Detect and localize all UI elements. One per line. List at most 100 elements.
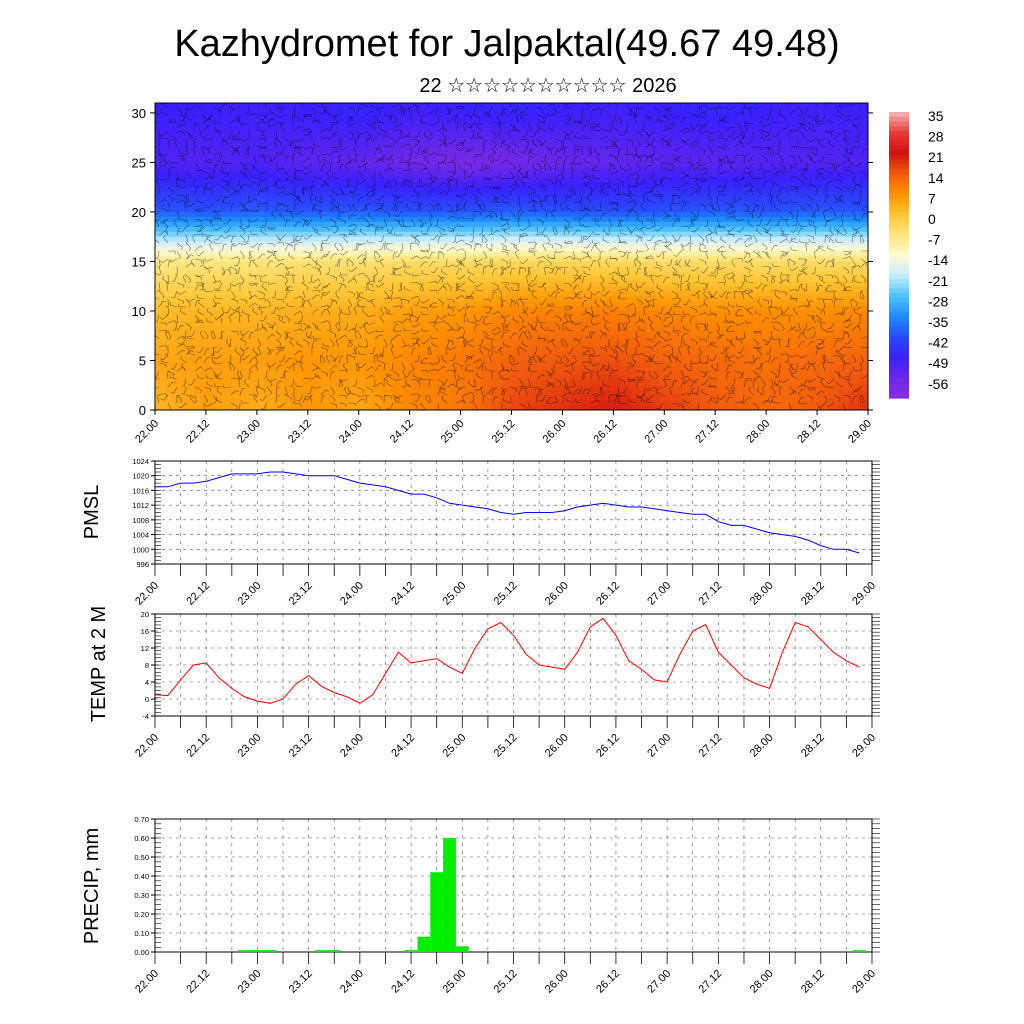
heatmap-cell: [799, 103, 810, 109]
heatmap-cell: [680, 177, 691, 183]
heatmap-cell: [680, 306, 691, 312]
heatmap-cell: [264, 177, 275, 183]
heatmap-cell: [264, 316, 275, 322]
heatmap-cell: [848, 336, 859, 342]
heatmap-cell: [333, 321, 344, 327]
heatmap-cell: [195, 217, 206, 223]
heatmap-cell: [294, 192, 305, 198]
heatmap-cell: [363, 143, 374, 149]
heatmap-cell: [739, 172, 750, 178]
heatmap-cell: [809, 103, 820, 109]
heatmap-cell: [264, 232, 275, 238]
heatmap-cell: [234, 222, 245, 228]
heatmap-cell: [799, 177, 810, 183]
heatmap-cell: [749, 306, 760, 312]
heatmap-cell: [254, 380, 265, 386]
heatmap-cell: [234, 296, 245, 302]
heatmap-cell: [363, 400, 374, 406]
heatmap-cell: [571, 222, 582, 228]
heatmap-cell: [700, 365, 711, 371]
heatmap-cell: [155, 370, 166, 376]
heatmap-cell: [195, 311, 206, 317]
heatmap-cell: [650, 128, 661, 134]
heatmap-cell: [333, 167, 344, 173]
heatmap-cell: [323, 133, 334, 139]
heatmap-cell: [858, 321, 869, 327]
heatmap-cell: [205, 123, 216, 129]
heatmap-cell: [789, 346, 800, 352]
heatmap-cell: [769, 365, 780, 371]
heatmap-cell: [244, 177, 255, 183]
heatmap-cell: [363, 356, 374, 362]
heatmap-cell: [531, 172, 542, 178]
heatmap-cell: [195, 177, 206, 183]
heatmap-cell: [660, 346, 671, 352]
heatmap-cell: [412, 157, 423, 163]
heatmap-cell: [581, 336, 592, 342]
heatmap-cell: [769, 257, 780, 263]
heatmap-cell: [195, 242, 206, 248]
heatmap-cell: [383, 232, 394, 238]
heatmap-cell: [809, 301, 820, 307]
heatmap-cell: [313, 296, 324, 302]
heatmap-cell: [759, 306, 770, 312]
heatmap-cell: [601, 207, 612, 213]
heatmap-cell: [224, 187, 235, 193]
heatmap-cell: [383, 197, 394, 203]
heatmap-cell: [818, 182, 829, 188]
heatmap-cell: [412, 266, 423, 272]
heatmap-cell: [670, 227, 681, 233]
heatmap-cell: [234, 103, 245, 109]
heatmap-cell: [383, 133, 394, 139]
heatmap-cell: [719, 375, 730, 381]
heatmap-cell: [224, 172, 235, 178]
heatmap-cell: [452, 326, 463, 332]
heatmap-cell: [591, 326, 602, 332]
heatmap-cell: [710, 162, 721, 168]
heatmap-cell: [482, 128, 493, 134]
heatmap-cell: [690, 336, 701, 342]
heatmap-cell: [165, 365, 176, 371]
heatmap-cell: [254, 123, 265, 129]
heatmap-cell: [779, 172, 790, 178]
heatmap-cell: [640, 212, 651, 218]
heatmap-cell: [422, 291, 433, 297]
heatmap-cell: [363, 341, 374, 347]
heatmap-cell: [333, 128, 344, 134]
heatmap-cell: [373, 370, 384, 376]
heatmap-cell: [264, 370, 275, 376]
heatmap-cell: [759, 202, 770, 208]
heatmap-cell: [660, 187, 671, 193]
heatmap-cell: [482, 375, 493, 381]
heatmap-cell: [591, 365, 602, 371]
heatmap-cell: [393, 261, 404, 267]
heatmap-cell: [403, 321, 414, 327]
heatmap-cell: [828, 390, 839, 396]
heatmap-cell: [353, 212, 364, 218]
heatmap-cell: [818, 370, 829, 376]
heatmap-cell: [244, 108, 255, 114]
heatmap-cell: [818, 133, 829, 139]
heatmap-cell: [700, 380, 711, 386]
heatmap-cell: [551, 138, 562, 144]
heatmap-cell: [432, 232, 443, 238]
heatmap-cell: [690, 291, 701, 297]
heatmap-cell: [739, 296, 750, 302]
heatmap-cell: [482, 123, 493, 129]
heatmap-cell: [789, 222, 800, 228]
heatmap-cell: [521, 291, 532, 297]
heatmap-cell: [541, 356, 552, 362]
heatmap-cell: [710, 177, 721, 183]
heatmap-cell: [185, 118, 196, 124]
heatmap-cell: [403, 227, 414, 233]
heatmap-cell: [214, 261, 225, 267]
heatmap-cell: [462, 177, 473, 183]
heatmap-cell: [373, 133, 384, 139]
heatmap-cell: [769, 192, 780, 198]
heatmap-cell: [175, 356, 186, 362]
heatmap-cell: [323, 276, 334, 282]
heatmap-cell: [601, 192, 612, 198]
heatmap-cell: [670, 385, 681, 391]
heatmap-cell: [432, 247, 443, 253]
heatmap-cell: [155, 202, 166, 208]
